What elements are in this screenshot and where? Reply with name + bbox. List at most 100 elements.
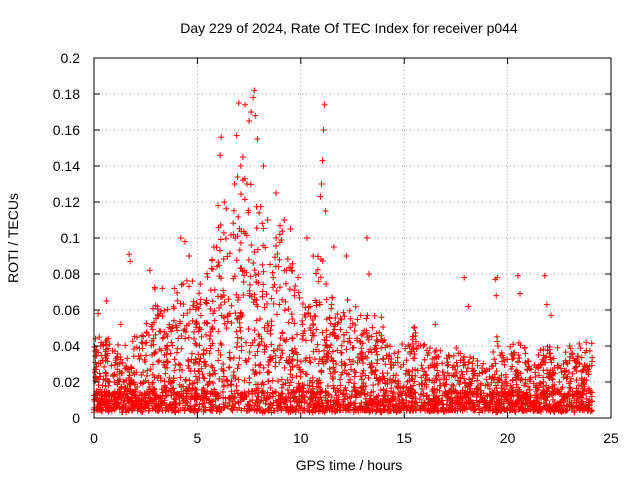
data-point xyxy=(358,355,365,362)
data-point xyxy=(578,354,585,361)
data-point xyxy=(101,364,108,371)
data-point xyxy=(255,270,262,277)
data-point xyxy=(217,152,224,159)
data-point xyxy=(574,353,581,360)
data-point xyxy=(493,292,500,299)
data-point xyxy=(392,394,399,401)
data-point xyxy=(299,336,306,343)
data-point xyxy=(322,208,329,214)
data-point xyxy=(399,396,406,403)
data-point xyxy=(363,315,370,322)
data-point xyxy=(349,388,356,395)
data-point xyxy=(515,406,522,413)
data-point xyxy=(368,363,375,370)
data-point xyxy=(432,375,439,382)
data-point xyxy=(445,352,452,359)
data-point xyxy=(221,199,228,205)
data-point xyxy=(492,382,499,389)
data-point xyxy=(389,395,396,402)
data-point xyxy=(102,346,109,353)
data-point xyxy=(228,302,235,309)
data-point xyxy=(133,344,140,351)
data-point xyxy=(328,305,335,312)
data-point xyxy=(289,347,296,354)
data-point xyxy=(501,406,508,413)
data-point xyxy=(297,373,304,380)
data-point xyxy=(317,388,324,395)
data-point xyxy=(508,366,515,373)
data-point xyxy=(380,373,387,380)
data-point xyxy=(278,384,285,391)
data-point xyxy=(413,345,420,352)
data-point xyxy=(195,407,202,414)
data-point xyxy=(171,406,178,413)
data-point xyxy=(254,405,261,412)
data-point xyxy=(220,287,227,294)
data-point xyxy=(330,358,337,365)
data-point xyxy=(172,400,179,407)
data-point xyxy=(284,256,291,263)
data-point xyxy=(135,397,142,404)
data-point xyxy=(281,217,288,223)
data-point xyxy=(197,296,204,303)
data-point xyxy=(412,329,419,336)
data-point xyxy=(208,257,215,264)
data-point xyxy=(537,408,544,415)
data-point xyxy=(332,388,339,395)
data-point xyxy=(149,351,156,358)
data-point xyxy=(190,335,197,342)
data-point xyxy=(265,361,272,368)
data-point xyxy=(412,366,419,373)
data-point xyxy=(229,398,236,405)
data-point xyxy=(261,390,268,397)
data-point xyxy=(156,403,163,410)
x-tick-label: 20 xyxy=(500,430,516,446)
data-point xyxy=(238,310,245,317)
data-point xyxy=(566,395,573,402)
data-point xyxy=(322,394,329,401)
data-point xyxy=(346,307,353,314)
data-point xyxy=(338,371,345,378)
data-point xyxy=(389,401,396,408)
data-point xyxy=(444,370,451,377)
data-point xyxy=(351,373,358,380)
data-point xyxy=(461,274,468,281)
data-point xyxy=(498,401,505,408)
data-point xyxy=(230,207,237,214)
data-point xyxy=(273,242,280,249)
data-point xyxy=(558,406,565,413)
data-point xyxy=(375,392,382,399)
data-point xyxy=(147,395,154,402)
data-point xyxy=(104,358,111,365)
data-point xyxy=(285,409,292,416)
data-point xyxy=(214,405,221,412)
data-point xyxy=(436,387,443,394)
data-point xyxy=(218,341,225,348)
data-point xyxy=(236,355,243,362)
data-point xyxy=(484,382,491,389)
data-point xyxy=(253,297,260,304)
data-point xyxy=(187,306,193,313)
data-point xyxy=(240,279,247,286)
data-point xyxy=(434,360,441,367)
data-point xyxy=(298,358,305,365)
data-point xyxy=(261,408,268,415)
data-point xyxy=(309,374,316,381)
data-point xyxy=(245,355,252,362)
data-point xyxy=(416,396,423,403)
data-point xyxy=(362,372,369,379)
data-point xyxy=(243,394,250,401)
data-point xyxy=(284,376,291,383)
data-point xyxy=(286,382,293,389)
data-point xyxy=(555,408,562,415)
data-point xyxy=(241,377,248,384)
data-point xyxy=(326,392,333,399)
data-point xyxy=(427,405,434,412)
data-point xyxy=(293,373,300,380)
data-point xyxy=(92,394,99,401)
data-point xyxy=(474,358,481,365)
data-point xyxy=(423,372,430,379)
data-point xyxy=(299,393,306,400)
data-point xyxy=(203,331,210,338)
data-point xyxy=(552,402,559,409)
